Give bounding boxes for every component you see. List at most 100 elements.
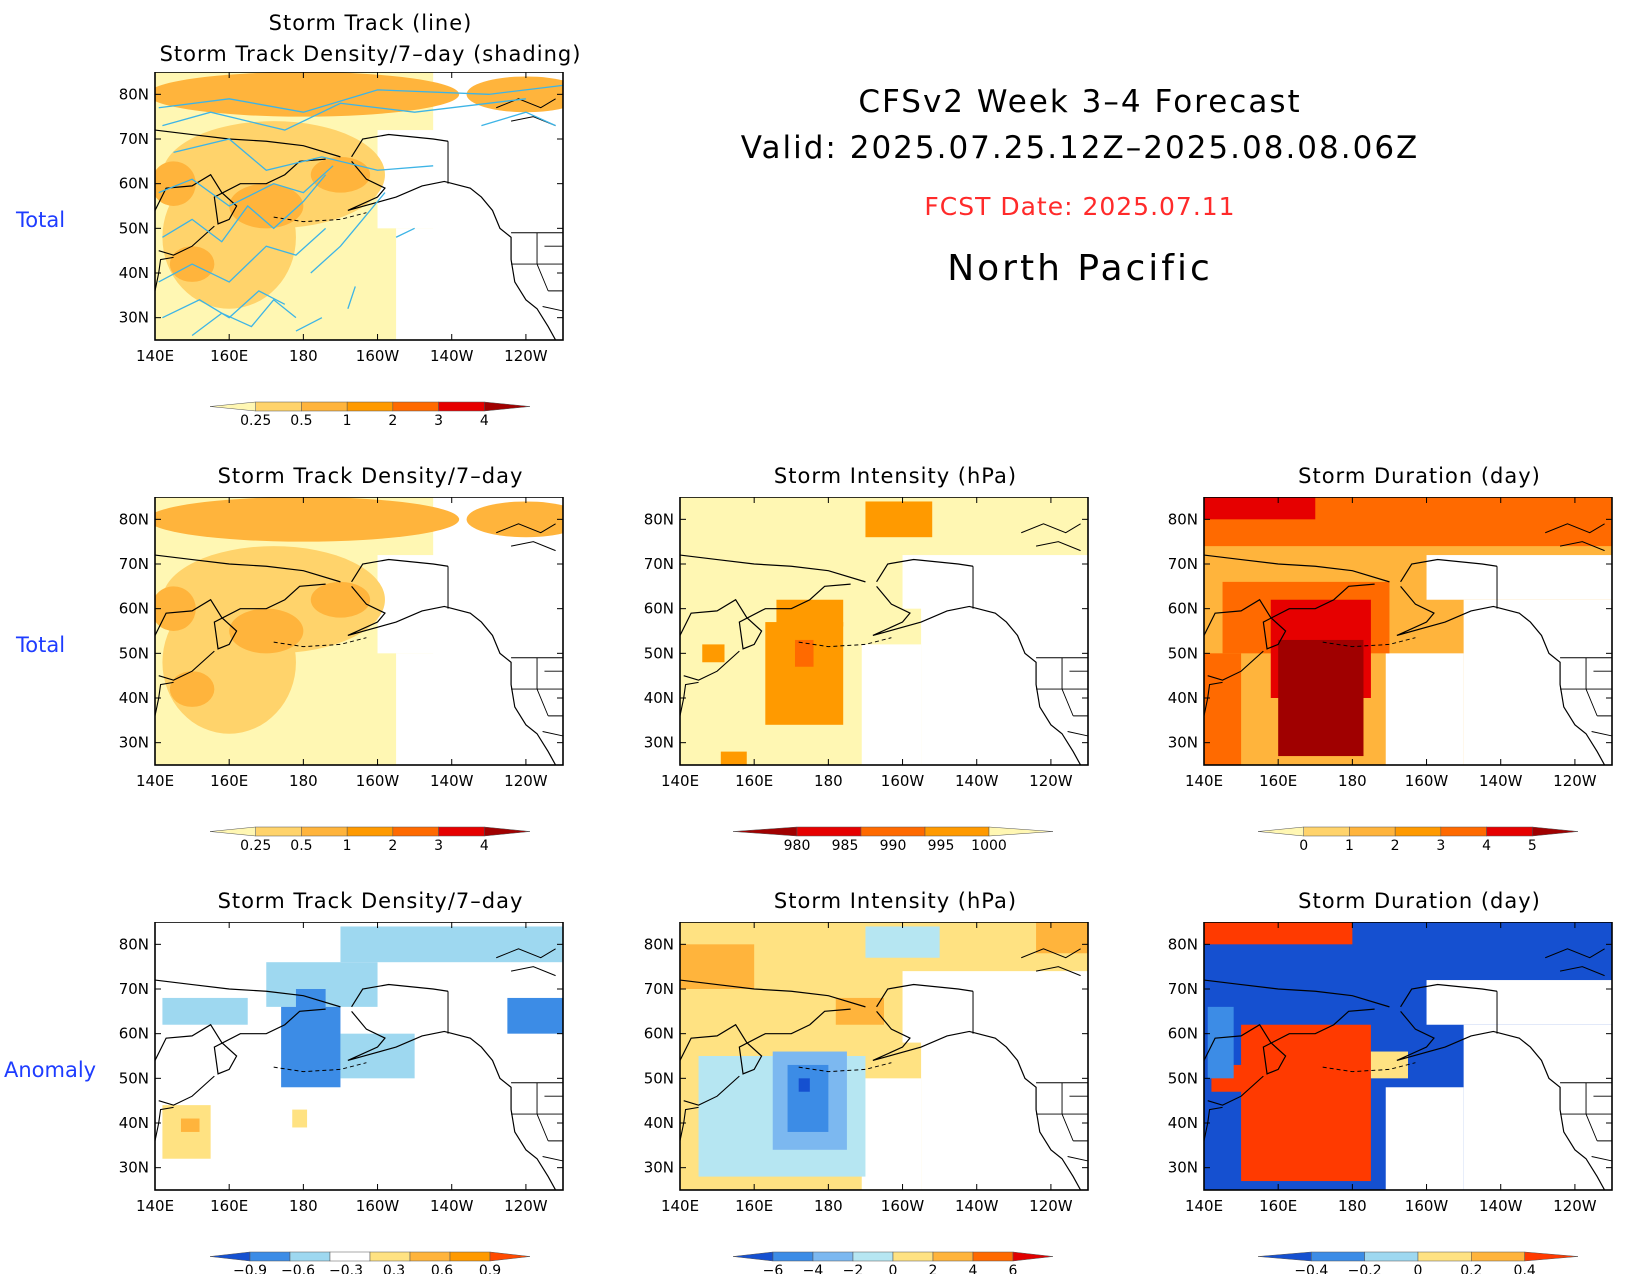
x-tick-label: 160W: [356, 772, 400, 790]
coast-kuril: [683, 650, 740, 681]
map-content: [680, 922, 1088, 1190]
colorbar-swatch: [860, 826, 926, 837]
colorbar-end-left: [732, 826, 798, 837]
anom-east: [507, 997, 563, 1034]
colorbar-label: −0.3: [329, 1263, 363, 1274]
int-anom-pos-bering: [835, 997, 884, 1025]
y-tick-label: 80N: [1168, 510, 1198, 528]
colorbar-end-right: [1012, 1251, 1054, 1262]
x-tick-label: 160E: [210, 347, 248, 365]
colorbar-label: 985: [832, 838, 859, 854]
colorbar-label: 2: [1391, 838, 1400, 854]
plot-frame: [154, 922, 564, 1191]
colorbar-swatch: [409, 1251, 451, 1262]
anom-neg-core: [281, 1006, 341, 1088]
x-tick-label: 180: [289, 347, 318, 365]
x-tick-label: 160W: [1405, 1197, 1449, 1215]
colorbar-swatch: [812, 1251, 854, 1262]
plot-frame: [154, 72, 564, 341]
x-tick-label: 160E: [735, 1197, 773, 1215]
aleutian-islands: [273, 1062, 367, 1073]
colorbar-swatch: [301, 826, 348, 837]
y-tick-label: 50N: [119, 219, 149, 237]
x-tick-label: 160E: [210, 1197, 248, 1215]
anom-pos-core: [180, 1118, 200, 1132]
y-tick-label: 60N: [644, 1025, 674, 1043]
coast-siberia-north: [1204, 979, 1390, 1008]
colorbar-label: −4: [803, 1263, 824, 1274]
x-tick-label: 180: [289, 1197, 318, 1215]
colorbar-swatch: [438, 401, 485, 412]
forecast-date: FCST Date: 2025.07.11: [924, 192, 1236, 221]
x-tick-label: 180: [1338, 772, 1367, 790]
colorbar-swatch: [346, 401, 394, 412]
panel-title-mid-density: Storm Track Density/7–day: [217, 464, 524, 488]
clear-north: [1426, 555, 1612, 600]
y-tick-label: 70N: [119, 130, 149, 148]
x-tick-label: 140W: [1479, 1197, 1523, 1215]
colorbar-swatch: [249, 1251, 291, 1262]
y-tick-label: 60N: [119, 600, 149, 618]
colorbar-swatch: [392, 826, 439, 837]
storm-track-line: [191, 298, 297, 337]
clear-north: [1426, 980, 1612, 1025]
valid-range: Valid: 2025.07.25.12Z–2025.08.08.06Z: [740, 130, 1420, 166]
colorbar-label: −0.2: [1348, 1263, 1382, 1274]
colorbar-label: 0.4: [1514, 1263, 1536, 1274]
aleutian-islands: [273, 637, 367, 648]
clear-south: [396, 653, 452, 765]
intensity-max: [794, 639, 814, 667]
colorbar-label: 3: [434, 413, 443, 429]
density-core-3: [310, 156, 371, 193]
dur-anom-pos-core: [1241, 1024, 1371, 1182]
colorbar-swatch: [1311, 1251, 1365, 1262]
storm-track-line: [158, 84, 563, 113]
colorbar-label: 980: [784, 838, 811, 854]
top-panel-title-2: Storm Track Density/7–day (shading): [159, 42, 582, 66]
x-tick-label: 120W: [1553, 1197, 1597, 1215]
y-tick-label: 50N: [1168, 644, 1198, 662]
colorbar-label: 0.6: [431, 1263, 453, 1274]
y-tick-label: 50N: [119, 1069, 149, 1087]
arctic-islands: [1545, 523, 1605, 552]
coast-kamchatka: [680, 583, 851, 650]
x-tick-label: 140E: [136, 772, 174, 790]
int-anom-neg-max: [798, 1078, 810, 1092]
colorbar-swatch: [924, 826, 990, 837]
forecast-title: CFSv2 Week 3–4 Forecast: [858, 84, 1302, 120]
coast-japan: [155, 681, 174, 716]
colorbar-end-left: [1257, 826, 1304, 837]
y-tick-label: 60N: [1168, 1025, 1198, 1043]
y-tick-label: 60N: [119, 1025, 149, 1043]
coast-kuril: [158, 1075, 215, 1106]
int-anom-pos-west: [680, 944, 755, 989]
colorbar-label: −2: [843, 1263, 864, 1274]
intensity-core-main: [765, 622, 844, 725]
clear-south: [1385, 653, 1464, 765]
y-tick-label: 50N: [644, 1069, 674, 1087]
x-tick-label: 160E: [1259, 772, 1297, 790]
colorbar-bot-duration: −0.4 −0.2 0 0.2 0.4: [1257, 1251, 1579, 1274]
coast-kamchatka: [1204, 1008, 1375, 1075]
colorbar-end-right: [1524, 1251, 1579, 1262]
x-tick-label: 160W: [881, 772, 925, 790]
top-panel-title-1: Storm Track (line): [268, 11, 473, 35]
colorbar-swatch: [301, 401, 348, 412]
colorbar-label: 995: [928, 838, 955, 854]
colorbar-swatch: [369, 1251, 411, 1262]
colorbar-swatch: [329, 1251, 371, 1262]
coast-alaska-west: [347, 1010, 557, 1190]
y-tick-label: 40N: [1168, 1114, 1198, 1132]
density-core-3: [310, 581, 371, 618]
coast-siberia-north: [680, 979, 866, 1008]
y-tick-label: 40N: [119, 1114, 149, 1132]
int-anom-arctic-neg: [865, 926, 940, 958]
y-tick-label: 80N: [119, 510, 149, 528]
colorbar-top: 0.25 0.5 1 2 3 4: [209, 401, 531, 429]
colorbar-swatch: [892, 1251, 934, 1262]
colorbar-end-right: [489, 1251, 531, 1262]
colorbar-label: −6: [763, 1263, 784, 1274]
anom-arctic: [340, 926, 563, 963]
int-anom-neg-core: [787, 1064, 829, 1132]
arctic-islands: [496, 948, 556, 977]
